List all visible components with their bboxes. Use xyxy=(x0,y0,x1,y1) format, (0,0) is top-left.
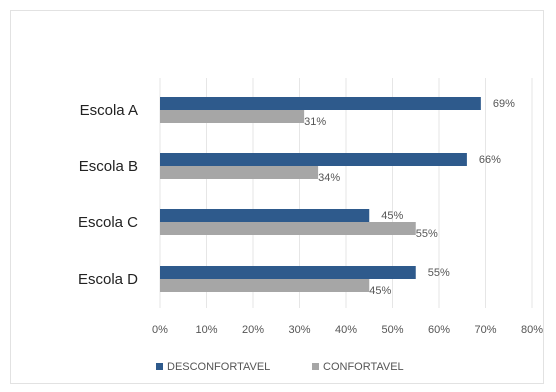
x-tick-label: 80% xyxy=(521,324,543,336)
category-label: Escola D xyxy=(78,271,138,288)
x-tick-label: 30% xyxy=(288,324,310,336)
data-label: 45% xyxy=(381,210,403,222)
bar-confortavel xyxy=(160,222,416,235)
legend-label: CONFORTAVEL xyxy=(323,361,404,373)
legend: DESCONFORTAVEL CONFORTAVEL xyxy=(156,361,404,373)
data-label: 34% xyxy=(318,172,340,184)
x-tick-label: 50% xyxy=(381,324,403,336)
legend-swatch xyxy=(156,363,163,370)
legend-label: DESCONFORTAVEL xyxy=(167,361,270,373)
data-label: 66% xyxy=(479,154,501,166)
x-tick-label: 0% xyxy=(152,324,168,336)
bars xyxy=(160,97,481,292)
bar-desconfortavel xyxy=(160,97,481,110)
x-tick-label: 40% xyxy=(335,324,357,336)
category-labels: Escola A Escola B Escola C Escola D xyxy=(78,102,138,288)
data-label: 55% xyxy=(428,267,450,279)
bar-confortavel xyxy=(160,279,370,292)
legend-swatch xyxy=(312,363,319,370)
x-tick-label: 10% xyxy=(195,324,217,336)
bar-desconfortavel xyxy=(160,153,467,166)
data-label: 31% xyxy=(304,116,326,128)
category-label: Escola B xyxy=(79,158,138,175)
data-label: 69% xyxy=(493,98,515,110)
x-tick-label: 20% xyxy=(242,324,264,336)
category-label: Escola A xyxy=(80,102,138,119)
bar-desconfortavel xyxy=(160,209,370,222)
chart-frame xyxy=(10,10,544,384)
data-label: 45% xyxy=(369,285,391,297)
bar-confortavel xyxy=(160,110,305,123)
bar-confortavel xyxy=(160,166,319,179)
x-tick-labels: 0% 10% 20% 30% 40% 50% 60% 70% 80% xyxy=(152,324,543,336)
data-labels: 69% 31% 66% 34% 45% 55% 55% 45% xyxy=(304,98,515,297)
x-tick-label: 70% xyxy=(474,324,496,336)
x-tick-label: 60% xyxy=(428,324,450,336)
category-label: Escola C xyxy=(78,214,138,231)
data-label: 55% xyxy=(416,228,438,240)
bar-desconfortavel xyxy=(160,266,416,279)
